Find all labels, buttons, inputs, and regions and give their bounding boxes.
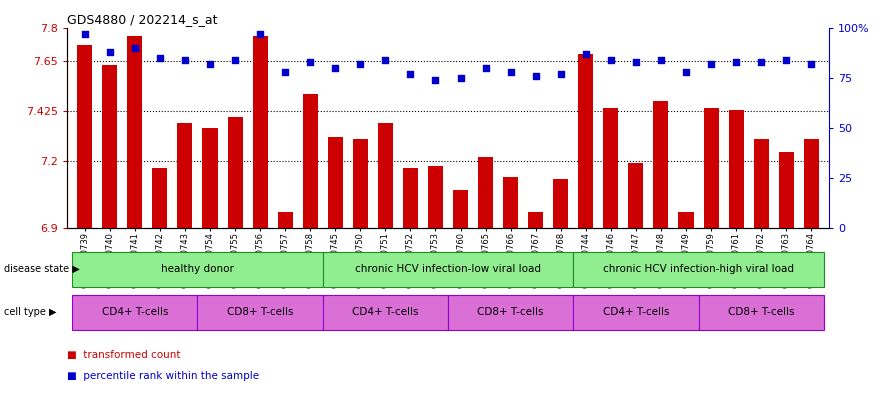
Bar: [77, 45, 92, 228]
Point: [604, 57, 618, 63]
Bar: [628, 163, 643, 228]
Bar: [779, 152, 794, 228]
Bar: [253, 37, 268, 228]
Point: [579, 50, 593, 57]
Text: ■  percentile rank within the sample: ■ percentile rank within the sample: [67, 371, 259, 381]
Text: CD4+ T-cells: CD4+ T-cells: [101, 307, 168, 318]
Bar: [453, 190, 468, 228]
Text: cell type ▶: cell type ▶: [4, 307, 57, 318]
Point: [202, 61, 217, 67]
Point: [629, 59, 643, 65]
FancyBboxPatch shape: [323, 295, 448, 330]
Point: [303, 59, 317, 65]
Point: [403, 70, 418, 77]
Point: [328, 64, 342, 71]
Bar: [504, 177, 518, 228]
Bar: [653, 101, 668, 228]
Bar: [528, 212, 543, 228]
Bar: [804, 139, 819, 228]
FancyBboxPatch shape: [573, 295, 699, 330]
Bar: [378, 123, 392, 228]
Bar: [728, 110, 744, 228]
Point: [78, 30, 92, 37]
Text: disease state ▶: disease state ▶: [4, 264, 81, 274]
Point: [428, 77, 443, 83]
Text: CD8+ T-cells: CD8+ T-cells: [227, 307, 293, 318]
Point: [353, 61, 367, 67]
Point: [228, 57, 242, 63]
Bar: [303, 94, 318, 228]
Point: [554, 70, 568, 77]
Point: [654, 57, 668, 63]
Point: [453, 75, 468, 81]
Point: [103, 48, 117, 55]
FancyBboxPatch shape: [323, 252, 573, 287]
Point: [729, 59, 744, 65]
Bar: [578, 54, 593, 228]
Bar: [278, 212, 293, 228]
Point: [152, 55, 167, 61]
Point: [754, 59, 769, 65]
Text: ■  transformed count: ■ transformed count: [67, 350, 181, 360]
Point: [478, 64, 493, 71]
Point: [704, 61, 719, 67]
FancyBboxPatch shape: [197, 295, 323, 330]
Bar: [177, 123, 193, 228]
Bar: [678, 212, 694, 228]
Bar: [754, 139, 769, 228]
Point: [504, 68, 518, 75]
Point: [177, 57, 192, 63]
FancyBboxPatch shape: [73, 295, 197, 330]
FancyBboxPatch shape: [573, 252, 823, 287]
Bar: [603, 108, 618, 228]
Bar: [703, 108, 719, 228]
Text: CD8+ T-cells: CD8+ T-cells: [478, 307, 544, 318]
Point: [679, 68, 694, 75]
Bar: [228, 117, 243, 228]
FancyBboxPatch shape: [448, 295, 573, 330]
Point: [127, 44, 142, 51]
Point: [804, 61, 818, 67]
Point: [378, 57, 392, 63]
FancyBboxPatch shape: [699, 295, 823, 330]
Text: CD8+ T-cells: CD8+ T-cells: [728, 307, 795, 318]
Bar: [328, 137, 343, 228]
Bar: [428, 165, 443, 228]
Bar: [403, 168, 418, 228]
Text: GDS4880 / 202214_s_at: GDS4880 / 202214_s_at: [67, 13, 218, 26]
Bar: [152, 168, 168, 228]
Bar: [553, 179, 568, 228]
Point: [529, 72, 543, 79]
Text: CD4+ T-cells: CD4+ T-cells: [603, 307, 669, 318]
Bar: [102, 65, 117, 228]
Bar: [127, 37, 142, 228]
Point: [278, 68, 292, 75]
FancyBboxPatch shape: [73, 252, 323, 287]
Point: [779, 57, 793, 63]
Text: chronic HCV infection-high viral load: chronic HCV infection-high viral load: [603, 264, 794, 274]
Text: healthy donor: healthy donor: [161, 264, 234, 274]
Point: [253, 30, 267, 37]
Text: CD4+ T-cells: CD4+ T-cells: [352, 307, 418, 318]
Bar: [478, 157, 493, 228]
Bar: [202, 128, 218, 228]
Text: chronic HCV infection-low viral load: chronic HCV infection-low viral load: [355, 264, 541, 274]
Bar: [353, 139, 368, 228]
